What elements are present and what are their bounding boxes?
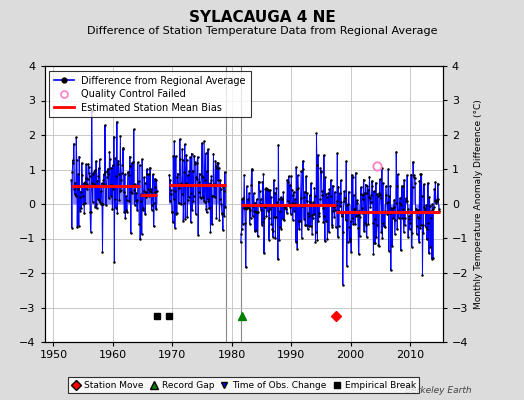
Legend: Difference from Regional Average, Quality Control Failed, Estimated Station Mean: Difference from Regional Average, Qualit… bbox=[49, 71, 251, 117]
Text: SYLACAUGA 4 NE: SYLACAUGA 4 NE bbox=[189, 10, 335, 25]
Text: Berkeley Earth: Berkeley Earth bbox=[405, 386, 472, 395]
Y-axis label: Monthly Temperature Anomaly Difference (°C): Monthly Temperature Anomaly Difference (… bbox=[474, 99, 483, 309]
Legend: Station Move, Record Gap, Time of Obs. Change, Empirical Break: Station Move, Record Gap, Time of Obs. C… bbox=[68, 377, 419, 394]
Text: Difference of Station Temperature Data from Regional Average: Difference of Station Temperature Data f… bbox=[87, 26, 437, 36]
